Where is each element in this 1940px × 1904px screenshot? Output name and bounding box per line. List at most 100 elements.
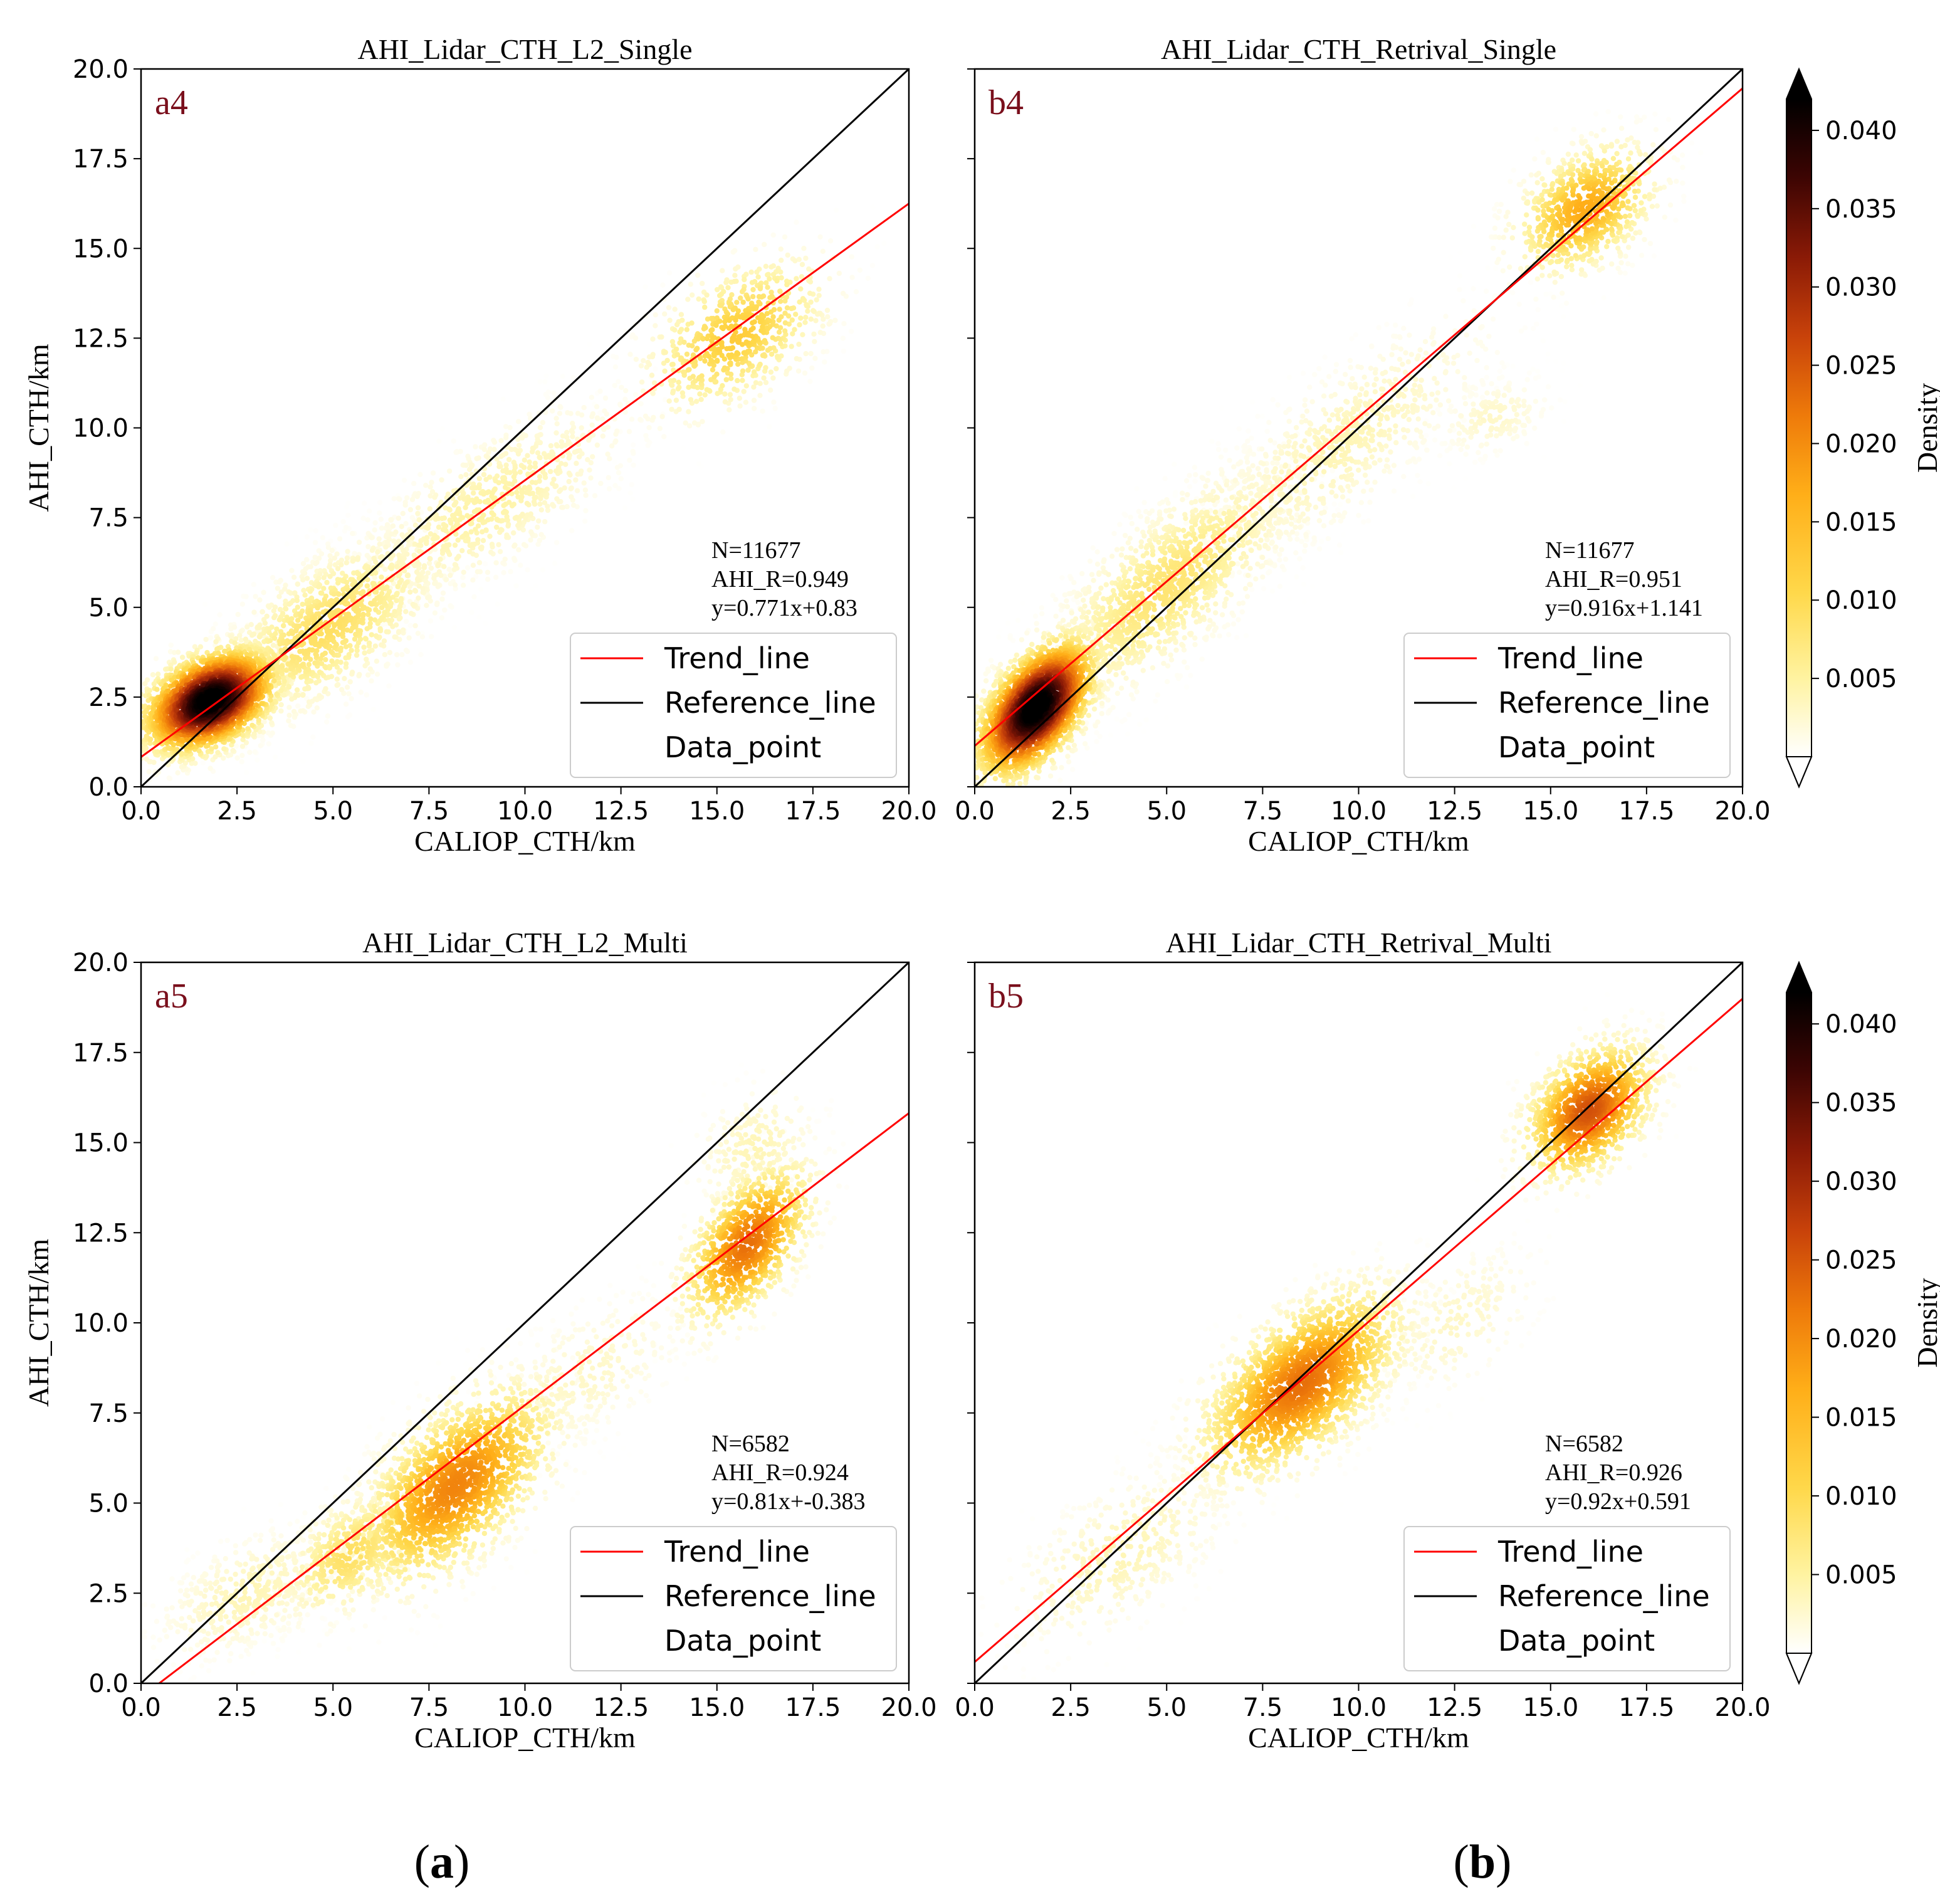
data-point xyxy=(612,382,617,389)
data-point xyxy=(301,587,307,593)
data-point xyxy=(265,730,271,736)
data-point xyxy=(205,749,211,755)
data-point xyxy=(659,334,664,340)
data-point xyxy=(417,471,423,478)
data-point xyxy=(329,658,335,664)
data-point xyxy=(612,483,618,488)
data-point xyxy=(651,414,656,421)
data-point xyxy=(338,562,344,568)
data-point xyxy=(606,475,611,481)
data-point xyxy=(294,687,300,693)
data-point xyxy=(377,626,383,631)
data-point xyxy=(233,636,239,642)
data-point xyxy=(357,671,362,678)
data-point xyxy=(283,655,288,661)
data-point xyxy=(196,748,202,754)
data-point xyxy=(726,352,731,358)
data-point xyxy=(804,302,809,308)
data-point xyxy=(364,656,369,662)
data-point xyxy=(764,311,770,317)
data-point xyxy=(542,518,548,525)
data-point xyxy=(377,500,383,505)
data-point xyxy=(698,397,704,402)
data-point xyxy=(451,624,458,631)
data-point xyxy=(270,730,275,736)
data-point xyxy=(618,476,624,481)
data-point xyxy=(420,586,426,592)
data-point xyxy=(434,600,440,606)
data-point xyxy=(540,419,546,426)
data-point xyxy=(411,552,417,558)
data-point xyxy=(307,647,312,653)
data-point xyxy=(418,543,424,549)
data-point xyxy=(550,481,555,487)
data-point xyxy=(464,500,470,507)
data-point xyxy=(853,289,859,295)
data-point xyxy=(271,614,277,621)
data-point xyxy=(735,377,740,384)
data-point xyxy=(651,380,658,386)
data-point xyxy=(429,480,434,485)
data-point xyxy=(566,455,572,461)
data-point xyxy=(669,339,676,345)
data-point xyxy=(268,697,273,703)
data-point xyxy=(816,293,822,298)
data-point xyxy=(231,624,238,630)
data-point xyxy=(239,744,246,749)
data-point xyxy=(639,379,645,385)
data-point xyxy=(448,572,453,578)
data-point xyxy=(340,571,345,576)
data-point xyxy=(481,512,486,518)
data-point xyxy=(367,621,373,626)
data-point xyxy=(589,414,595,419)
data-point xyxy=(197,644,204,650)
data-point xyxy=(557,488,562,494)
data-point xyxy=(384,662,389,668)
data-point xyxy=(328,649,334,655)
data-point xyxy=(765,285,770,290)
data-point xyxy=(146,705,152,710)
data-point xyxy=(841,321,847,327)
data-point xyxy=(559,505,565,510)
data-point xyxy=(821,349,826,355)
data-point xyxy=(688,281,694,287)
data-point xyxy=(335,580,341,586)
data-point xyxy=(560,433,566,439)
data-point xyxy=(321,575,327,581)
data-point xyxy=(180,737,186,743)
data-point xyxy=(751,384,757,390)
data-point xyxy=(257,634,263,639)
data-point xyxy=(298,614,303,619)
data-point xyxy=(881,240,887,246)
data-point xyxy=(443,577,449,582)
data-point xyxy=(702,358,708,364)
data-point xyxy=(300,758,306,764)
data-point xyxy=(733,266,738,272)
data-point xyxy=(334,551,340,557)
data-point xyxy=(820,323,826,329)
data-point xyxy=(273,631,278,636)
data-point xyxy=(269,720,275,726)
data-point xyxy=(347,712,353,718)
data-point xyxy=(306,699,312,705)
data-point xyxy=(491,446,497,452)
data-point xyxy=(336,591,342,597)
data-point xyxy=(362,650,367,656)
data-point xyxy=(364,583,370,589)
data-point xyxy=(304,534,310,540)
data-point xyxy=(543,373,549,379)
data-point xyxy=(717,293,723,298)
data-point xyxy=(155,749,160,755)
data-point xyxy=(673,397,679,403)
data-point xyxy=(638,363,644,369)
data-point xyxy=(395,662,401,668)
data-point xyxy=(291,574,297,580)
data-point xyxy=(699,373,705,379)
data-point xyxy=(528,416,533,421)
data-point xyxy=(701,298,708,305)
data-point xyxy=(503,435,509,441)
data-point xyxy=(790,331,795,337)
data-point xyxy=(564,504,570,510)
data-point xyxy=(609,443,615,449)
data-point xyxy=(570,374,576,381)
